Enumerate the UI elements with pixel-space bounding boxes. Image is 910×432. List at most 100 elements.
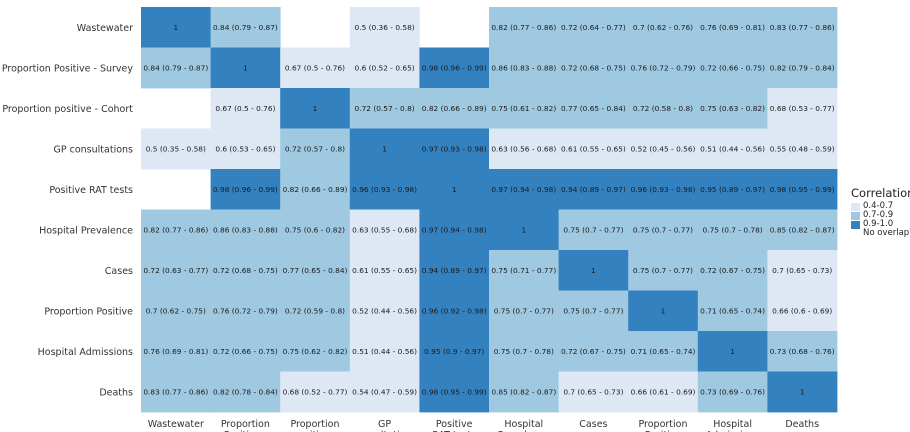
x-tick-label-line: Proportion <box>221 419 270 430</box>
x-tick-label-line: Proportion <box>290 419 339 430</box>
cell-value-label: 0.84 (0.79 - 0.87) <box>213 23 278 32</box>
cell-value-label: 0.72 (0.67 - 0.75) <box>700 266 765 275</box>
cell-value-label: 1 <box>730 347 735 356</box>
heatmap-cell <box>767 290 838 332</box>
cell-value-label: 0.76 (0.69 - 0.81) <box>143 347 208 356</box>
cell-value-label: 0.5 (0.36 - 0.58) <box>355 23 415 32</box>
heatmap-cell <box>489 7 559 48</box>
cell-value-label: 0.95 (0.9 - 0.97) <box>424 347 484 356</box>
cell-value-label: 0.98 (0.95 - 0.99) <box>422 387 487 396</box>
heatmap-cell <box>767 7 838 48</box>
heatmap-cell <box>697 371 768 413</box>
heatmap-cell <box>489 371 559 413</box>
cell-value-label: 0.98 (0.95 - 0.99) <box>770 185 835 194</box>
heatmap-cell <box>141 209 211 251</box>
heatmap-cell <box>767 209 838 251</box>
cell-value-label: 0.61 (0.55 - 0.65) <box>352 266 417 275</box>
x-tick-label-line: GP <box>378 419 391 430</box>
cell-value-label: 0.7 (0.65 - 0.73) <box>772 266 832 275</box>
cell-value-label: 1 <box>661 306 666 315</box>
cell-value-label: 1 <box>173 23 178 32</box>
heatmap-cell <box>628 290 699 332</box>
cell-value-label: 0.84 (0.79 - 0.87) <box>143 63 208 72</box>
heatmap-cell <box>697 47 768 89</box>
cell-value-label: 0.63 (0.56 - 0.68) <box>491 144 556 153</box>
heatmap-cell <box>558 47 629 89</box>
x-tick-label-line: consultations <box>353 430 416 432</box>
cell-value-label: 0.66 (0.6 - 0.69) <box>772 306 832 315</box>
heatmap-cell <box>628 250 699 291</box>
cell-value-label: 0.75 (0.71 - 0.77) <box>491 266 556 275</box>
cell-value-label: 0.76 (0.69 - 0.81) <box>700 23 765 32</box>
cell-value-label: 0.82 (0.79 - 0.84) <box>770 63 835 72</box>
cell-value-label: 0.98 (0.96 - 0.99) <box>422 63 487 72</box>
heatmap-cell <box>558 209 629 251</box>
heatmap-cell <box>419 169 490 210</box>
y-tick-label: Cases <box>105 266 133 277</box>
heatmap-cell <box>141 290 211 332</box>
heatmap-cell <box>280 371 351 413</box>
heatmap-cell <box>419 250 490 291</box>
x-tick-label-line: Prevalence <box>498 430 550 432</box>
heatmap-cell <box>349 290 420 332</box>
cell-value-label: 1 <box>243 63 248 72</box>
heatmap-cell <box>697 7 768 48</box>
heatmap-cell <box>767 169 838 210</box>
heatmap-cell <box>767 331 838 372</box>
cell-value-label: 1 <box>382 144 387 153</box>
cell-value-label: 0.83 (0.77 - 0.86) <box>770 23 835 32</box>
legend-label: 0.7-0.9 <box>863 210 894 220</box>
cell-value-label: 0.72 (0.64 - 0.77) <box>561 23 626 32</box>
cell-value-label: 0.63 (0.55 - 0.68) <box>352 225 417 234</box>
cell-value-label: 0.75 (0.7 - 0.77) <box>633 225 693 234</box>
y-tick-label: Hospital Admissions <box>38 347 133 358</box>
heatmap-cell <box>697 169 768 210</box>
cell-value-label: 0.75 (0.7 - 0.77) <box>563 225 623 234</box>
x-tick-label: Cases <box>579 419 607 430</box>
heatmap-cell <box>489 209 559 251</box>
y-tick-label: Hospital Prevalence <box>39 225 133 236</box>
legend-title: Correlation <box>851 186 910 200</box>
heatmap-cell <box>349 128 420 170</box>
heatmap-cell <box>558 128 629 170</box>
y-tick-label: Wastewater <box>77 23 133 34</box>
cell-value-label: 0.98 (0.96 - 0.99) <box>213 185 278 194</box>
cell-value-label: 0.75 (0.63 - 0.82) <box>700 104 765 113</box>
cell-value-label: 0.86 (0.83 - 0.88) <box>491 63 556 72</box>
heatmap-cell <box>697 209 768 251</box>
heatmap-cell <box>419 331 490 372</box>
heatmap-cell <box>210 250 281 291</box>
cell-value-label: 0.72 (0.68 - 0.75) <box>561 63 626 72</box>
heatmap-cell <box>697 290 768 332</box>
heatmap-cell <box>697 331 768 372</box>
x-tick-label-line: positive - <box>293 430 337 432</box>
cell-value-label: 0.72 (0.57 - 0.8) <box>285 144 345 153</box>
cell-value-label: 0.73 (0.69 - 0.76) <box>700 387 765 396</box>
heatmap-cell <box>419 47 490 89</box>
x-tick-label-line: Admissions <box>706 430 760 432</box>
cell-value-label: 0.72 (0.57 - 0.8) <box>355 104 415 113</box>
legend-label: 0.9-1.0 <box>863 219 894 229</box>
x-tick-label-line: Positive - <box>224 430 267 432</box>
heatmap-cell <box>489 128 559 170</box>
cell-value-label: 0.96 (0.93 - 0.98) <box>631 185 696 194</box>
heatmap-cell <box>767 47 838 89</box>
heatmap-cell <box>210 169 281 210</box>
legend-entry: 0.4-0.7 <box>851 202 910 211</box>
heatmap-cell <box>349 331 420 372</box>
y-tick-label: Deaths <box>99 387 133 398</box>
cell-value-label: 0.75 (0.7 - 0.78) <box>703 225 763 234</box>
legend-entry: 0.7-0.9 <box>851 211 910 220</box>
heatmap-cell <box>558 7 629 48</box>
heatmap-cell <box>489 47 559 89</box>
heatmap-cell <box>489 88 559 129</box>
legend-entry: 0.9-1.0 <box>851 220 910 229</box>
cell-value-label: 1 <box>452 185 457 194</box>
